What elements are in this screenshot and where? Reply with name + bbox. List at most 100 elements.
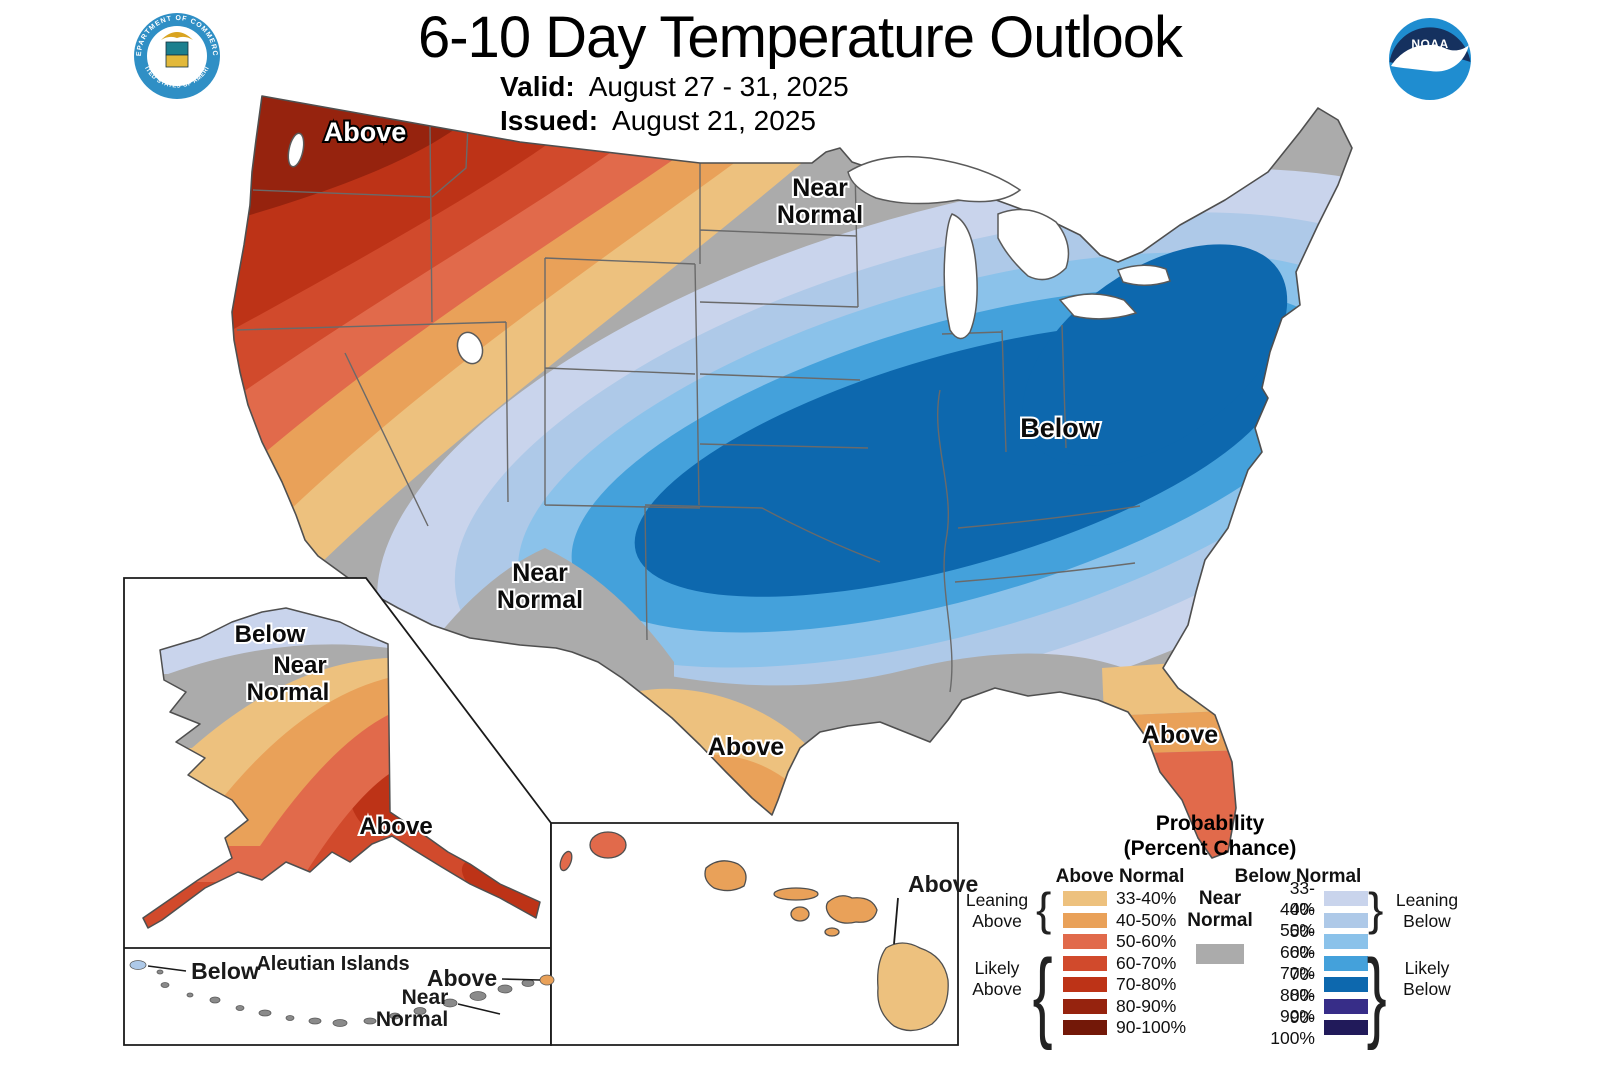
label-near-normal-southwest-1: Near (512, 559, 568, 587)
label-alaska-below: Below (235, 621, 306, 648)
header: 6-10 Day Temperature Outlook (0, 4, 1600, 71)
band-above-florida-33-40 (1102, 658, 1250, 716)
label-near-normal-southwest-2: Normal (497, 586, 583, 614)
alaska-coastline (142, 607, 541, 929)
label-aleutian-near-1: Near (402, 986, 449, 1009)
swatch-below-60-70 (1324, 955, 1368, 971)
brace-leaning-above: { (1036, 883, 1052, 935)
swatch-below-50-60 (1324, 934, 1368, 950)
band-above-80-90 (232, 96, 470, 215)
label-aleutian-near-2: Normal (376, 1008, 448, 1031)
island-maui (825, 895, 878, 924)
swatch-above-80-90 (1063, 998, 1107, 1014)
aleutian-above-island (539, 974, 555, 986)
label-alaska-above: Above (359, 813, 432, 840)
legend-likely-above: Likely Above (972, 958, 1022, 999)
island-oahu (704, 860, 747, 892)
swatch-above-33-40 (1063, 891, 1107, 907)
lake-erie (1058, 293, 1138, 320)
issued-label: Issued: (500, 104, 599, 136)
label-above-texas: Above (708, 733, 785, 761)
lake-superior (847, 155, 1022, 205)
alaska-band-70-80-panhandle (461, 859, 540, 928)
legend-title-line1: Probability (1155, 812, 1265, 835)
label-aleutian-title: Aleutian Islands (256, 953, 409, 975)
aleutian-chain (156, 969, 535, 1027)
legend-leaning-above: Leaning Above (965, 890, 1029, 931)
validity-block: Valid: August 27 - 31, 2025 Issued: August… (500, 70, 1120, 137)
noaa-logo: NOAA (1389, 18, 1471, 100)
legend-above-header: Above Normal (1055, 866, 1185, 887)
island-lanai (790, 906, 810, 922)
legend-row: 80-90% (1256, 985, 1368, 1026)
aleutian-below-island (129, 960, 147, 970)
issued-value: August 21, 2025 (612, 104, 816, 136)
great-salt-lake (456, 331, 484, 365)
lake-michigan (943, 213, 978, 340)
lake-huron (997, 208, 1070, 281)
legend-title: Probability (Percent Chance) (1040, 812, 1380, 862)
label-aleutian-above: Above (427, 965, 497, 991)
legend-near-line2: Normal (1187, 909, 1253, 931)
swatch-below-80-90 (1324, 998, 1368, 1014)
legend-row: 60-70% (1063, 953, 1186, 975)
label-below-center: Below (1020, 413, 1101, 443)
label-above-northwest: Above (324, 117, 407, 147)
doc-seal: DEPARTMENT OF COMMERCE UNITED STATES OF … (0, 0, 220, 99)
swatch-below-90-100 (1324, 1020, 1368, 1036)
brace-likely-below: } (1366, 939, 1387, 1051)
legend-near-line1: Near (1198, 888, 1242, 909)
swatch-above-40-50 (1063, 912, 1107, 928)
aleutian-map: Aleutian Islands Below Above Near Normal (129, 953, 555, 1031)
legend-row: 70-80% (1256, 964, 1368, 1005)
legend-below-rows: 33-40% 40-50% 50-60% 60-70% 70-80% 80-90… (1256, 878, 1368, 1048)
hawaii-inset-frame (550, 822, 959, 1046)
lake-ontario (1117, 264, 1171, 286)
legend-row: 40-50% (1256, 899, 1368, 940)
label-aleutian-below: Below (191, 958, 259, 984)
page-title: 6-10 Day Temperature Outlook (417, 5, 1183, 70)
valid-label: Valid: (500, 71, 575, 102)
island-molokai (773, 887, 819, 901)
legend-likely-below: Likely Below (1403, 958, 1451, 999)
label-near-normal-north-2: Normal (777, 201, 863, 229)
legend-row: 80-90% (1063, 996, 1186, 1018)
legend-above-rows: 33-40% 40-50% 50-60% 60-70% 70-80% 80-90… (1063, 888, 1186, 1039)
label-alaska-near-1: Near (273, 652, 326, 679)
legend-row: 70-80% (1063, 974, 1186, 996)
label-alaska-near-2: Normal (247, 679, 330, 706)
swatch-near-normal (1196, 943, 1244, 964)
legend-row: 50-60% (1256, 921, 1368, 962)
legend-row: 60-70% (1256, 942, 1368, 983)
state-borders (236, 124, 1141, 693)
island-kahoolawe (824, 927, 840, 937)
island-kauai (589, 831, 627, 859)
island-hawaii-big (877, 942, 949, 1032)
aleutian-pointer-lines (147, 965, 541, 1015)
legend-title-line2: (Percent Chance) (1123, 836, 1297, 860)
swatch-above-50-60 (1063, 934, 1107, 950)
legend-row: 90-100% (1256, 1007, 1368, 1048)
swatch-below-40-50 (1324, 912, 1368, 928)
noaa-seagull-icon (1391, 44, 1469, 72)
legend-row: 40-50% (1063, 910, 1186, 932)
legend-row: 33-40% (1063, 888, 1186, 910)
swatch-below-33-40 (1324, 891, 1368, 907)
legend-row: 90-100% (1063, 1017, 1186, 1039)
brace-leaning-below: } (1368, 883, 1384, 935)
legend-near-normal: Near Normal (1176, 888, 1264, 964)
hawaii-pointer-line (893, 897, 899, 945)
swatch-above-90-100 (1063, 1020, 1107, 1036)
swatch-above-70-80 (1063, 977, 1107, 993)
legend-row: 50-60% (1063, 931, 1186, 953)
brace-likely-above: { (1032, 939, 1053, 1051)
doc-eagle-icon (161, 32, 193, 40)
valid-value: August 27 - 31, 2025 (588, 71, 849, 102)
label-above-florida: Above (1142, 721, 1219, 749)
hawaii-map: Above (559, 831, 978, 1032)
swatch-below-70-80 (1324, 977, 1368, 993)
swatch-above-60-70 (1063, 955, 1107, 971)
conus-map: Above Near Normal Below Near Normal Abov… (231, 95, 1353, 859)
